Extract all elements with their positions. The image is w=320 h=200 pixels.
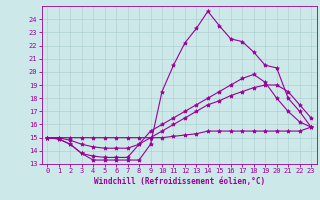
X-axis label: Windchill (Refroidissement éolien,°C): Windchill (Refroidissement éolien,°C) bbox=[94, 177, 265, 186]
